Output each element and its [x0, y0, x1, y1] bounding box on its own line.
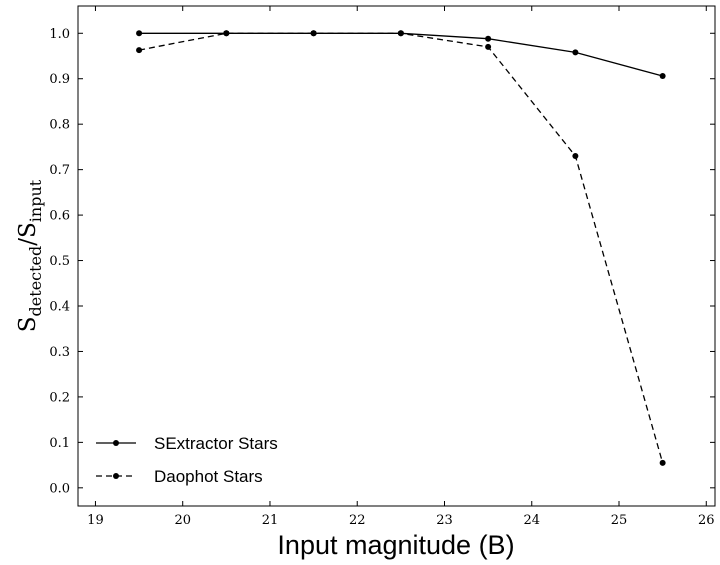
x-tick-label: 23: [436, 513, 453, 528]
plot-frame: [77, 5, 716, 507]
data-point-series-1: [572, 153, 579, 159]
y-tick-label: 0.5: [49, 254, 70, 269]
y-tick-label: 0.0: [49, 481, 70, 496]
data-point-series-1: [397, 30, 404, 37]
x-axis-label: Input magnitude (B): [277, 530, 514, 560]
x-tick-label: 25: [611, 513, 628, 528]
data-point-series-1: [659, 459, 666, 466]
data-point-series-0: [572, 49, 579, 56]
y-tick-label: 0.2: [49, 390, 70, 405]
y-tick-label: 0.9: [49, 72, 70, 87]
y-tick-label: 0.6: [49, 209, 70, 224]
legend-label-daophot: Daophot Stars: [154, 467, 263, 486]
data-point-series-1: [136, 47, 143, 54]
series-line-0: [139, 32, 663, 77]
series-line-1: [138, 32, 664, 463]
data-point-series-0: [136, 30, 143, 37]
x-tick-label: 20: [174, 513, 191, 528]
x-tick-label: 26: [698, 513, 715, 528]
legend-marker-daophot: [113, 473, 119, 479]
data-point-series-0: [659, 73, 666, 79]
y-tick-label: 0.4: [49, 300, 70, 315]
x-tick-label: 19: [87, 513, 104, 528]
x-tick-label: 21: [262, 513, 279, 528]
legend-label-sextractor: SExtractor Stars: [154, 434, 278, 453]
series-group: [136, 30, 666, 466]
y-tick-label: 0.7: [49, 163, 70, 178]
y-tick-label: 0.3: [49, 345, 70, 360]
data-point-series-1: [223, 30, 230, 37]
data-point-series-1: [310, 30, 317, 37]
y-tick-label: 0.8: [49, 118, 70, 133]
data-point-series-1: [485, 43, 492, 50]
y-tick-label: 1.0: [49, 27, 70, 42]
legend: SExtractor Stars Daophot Stars: [96, 434, 278, 486]
data-point-series-0: [485, 35, 492, 42]
x-tick-label: 22: [349, 513, 366, 528]
y-axis-label: Sdetected/Sinput: [15, 179, 45, 332]
axis-ticks: 19 20 21 22 23 24 25 26 0.0 0.1 0.2 0.3 0.4 0.5 0.6 0.7…: [49, 6, 715, 528]
x-tick-label: 24: [523, 513, 540, 528]
y-tick-label: 0.1: [49, 436, 70, 451]
legend-marker-sextractor: [113, 440, 119, 446]
